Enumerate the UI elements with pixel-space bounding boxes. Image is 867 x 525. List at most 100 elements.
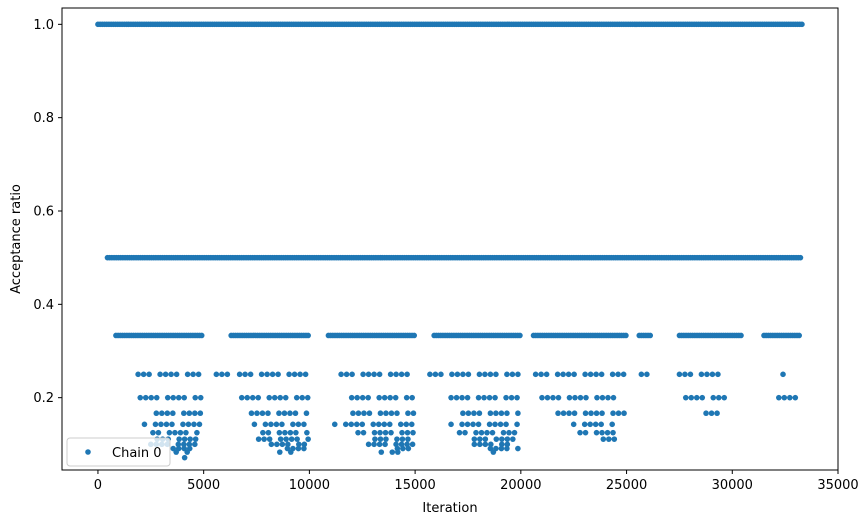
data-point: [610, 429, 616, 436]
data-point: [255, 436, 262, 442]
data-point: [376, 371, 383, 378]
data-point: [297, 371, 303, 378]
data-point: [539, 394, 545, 401]
data-point: [148, 394, 155, 401]
data-point: [158, 421, 164, 428]
data-point: [242, 371, 248, 378]
x-axis-label: Iteration: [422, 501, 477, 516]
data-point: [287, 410, 293, 417]
data-point: [375, 421, 382, 428]
data-point: [486, 421, 493, 428]
data-point: [381, 394, 388, 401]
data-point: [555, 410, 561, 417]
data-point: [288, 436, 295, 442]
data-point: [781, 394, 788, 401]
data-point: [538, 371, 544, 378]
data-point: [393, 441, 399, 448]
y-tick-label: 1.0: [33, 18, 54, 33]
data-point: [366, 410, 373, 417]
data-point: [647, 332, 654, 339]
data-point: [266, 394, 273, 401]
data-point: [175, 441, 182, 448]
data-point: [135, 371, 141, 378]
data-point: [196, 421, 203, 428]
data-point: [497, 421, 504, 428]
data-point: [438, 371, 444, 378]
data-point: [448, 421, 454, 428]
data-point: [498, 410, 505, 417]
data-point: [262, 421, 269, 428]
data-point: [506, 429, 512, 436]
data-point: [157, 371, 163, 378]
data-point: [224, 371, 231, 378]
data-point: [682, 371, 688, 378]
data-point: [194, 429, 200, 436]
data-point: [183, 429, 189, 436]
data-point: [399, 429, 405, 436]
data-point: [186, 441, 193, 448]
data-point: [709, 371, 716, 378]
data-point: [721, 394, 728, 401]
data-point: [605, 394, 611, 401]
data-point: [475, 394, 482, 401]
data-point: [459, 421, 465, 428]
data-point: [259, 410, 266, 417]
data-point: [465, 410, 472, 417]
x-axis-ticks: 0 5000 10000 15000 20000 25000 30000 35000: [94, 470, 859, 493]
x-tick-label: 15000: [394, 478, 435, 493]
data-point: [299, 394, 306, 401]
data-point: [593, 410, 600, 417]
data-point: [304, 429, 310, 436]
data-point: [172, 429, 178, 436]
y-tick-label: 0.6: [33, 205, 54, 220]
data-point: [162, 371, 169, 378]
data-point: [403, 394, 410, 401]
data-point: [275, 371, 281, 378]
x-tick-label: 35000: [817, 478, 858, 493]
data-point: [615, 371, 621, 378]
data-point: [508, 394, 515, 401]
data-point: [268, 421, 274, 428]
data-point: [609, 371, 616, 378]
data-point: [176, 436, 182, 442]
data-point: [623, 332, 629, 339]
data-point: [294, 436, 300, 442]
data-point: [168, 371, 174, 378]
data-point: [555, 394, 562, 401]
data-point: [282, 429, 288, 436]
data-point: [715, 371, 721, 378]
data-point: [475, 421, 482, 428]
data-point: [382, 441, 388, 448]
data-point: [281, 410, 288, 417]
data-point: [393, 371, 399, 378]
data-point: [140, 371, 147, 378]
data-point: [582, 371, 588, 378]
data-point: [565, 371, 572, 378]
x-tick-label: 0: [94, 478, 102, 493]
data-point: [371, 371, 377, 378]
data-point: [249, 394, 256, 401]
data-point: [389, 449, 396, 455]
data-point: [187, 436, 193, 442]
data-point: [361, 410, 367, 417]
data-point: [295, 421, 302, 428]
x-tick-label: 30000: [712, 478, 753, 493]
data-point: [274, 441, 280, 448]
data-point: [583, 394, 589, 401]
data-point: [509, 371, 516, 378]
data-point: [570, 421, 577, 428]
data-point: [399, 436, 406, 442]
data-point: [181, 394, 188, 401]
data-point: [621, 410, 627, 417]
data-point: [192, 410, 198, 417]
data-point: [354, 394, 360, 401]
data-point: [269, 371, 276, 378]
data-point: [459, 394, 465, 401]
data-point: [376, 394, 382, 401]
data-point: [577, 394, 584, 401]
data-point: [432, 371, 439, 378]
data-point: [517, 332, 523, 339]
data-point: [560, 410, 567, 417]
data-point: [611, 436, 618, 442]
data-point: [296, 441, 302, 448]
